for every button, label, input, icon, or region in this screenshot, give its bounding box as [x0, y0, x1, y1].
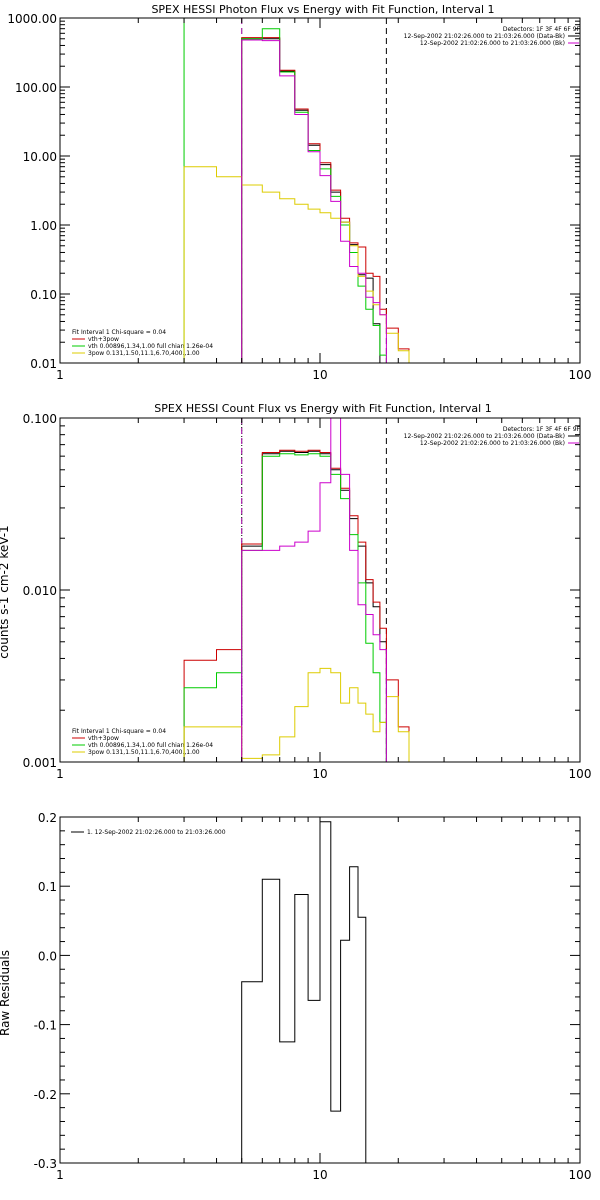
y-tick-label: 0.1 [38, 880, 57, 894]
photon-flux-chart: SPEX HESSI Photon Flux vs Energy with Fi… [7, 3, 591, 382]
x-tick-label: 1 [56, 1168, 64, 1182]
time-legend-data: 12-Sep-2002 21:02:26.000 to 21:03:26.000… [404, 33, 565, 40]
y-tick-label: 1.00 [30, 219, 57, 233]
axes [59, 816, 581, 1164]
y-tick-label: 0.010 [23, 584, 57, 598]
detectors-label: Detectors: 1F 3F 4F 6F 9F [503, 26, 581, 33]
time-legend-bk: 12-Sep-2002 21:02:26.000 to 21:03:26.000… [420, 440, 565, 447]
y-tick-label: -0.3 [34, 1157, 57, 1171]
y-axis-label: counts s-1 cm-2 keV-1 [0, 525, 11, 658]
axes [59, 18, 581, 364]
x-tick-label: 1 [56, 368, 64, 382]
residual-legend: 1. 12-Sep-2002 21:02:26.000 to 21:03:26.… [87, 829, 226, 836]
fit-legend-total: vth+3pow [88, 336, 119, 343]
series-1-histogram [241, 37, 410, 363]
time-legend-data: 12-Sep-2002 21:02:26.000 to 21:03:26.000… [404, 433, 565, 440]
plot-area [241, 821, 387, 1163]
y-tick-label: 0.01 [30, 357, 57, 371]
y-tick-label: 0.10 [30, 288, 57, 302]
series-4-histogram [241, 418, 387, 762]
series-4-histogram [241, 39, 387, 363]
fit-legend-chisq: Fit Interval 1 Chi-square = 0.04 [72, 329, 166, 336]
fit-legend-3pow: 3pow 0.131,1.50,11.1,6.70,400.,1.00 [88, 350, 200, 357]
x-tick-label: 1 [56, 767, 64, 781]
y-tick-label: -0.1 [34, 1019, 57, 1033]
y-tick-label: 1000.00 [7, 12, 57, 26]
chart-title: SPEX HESSI Count Flux vs Energy with Fit… [154, 402, 491, 415]
series-0-histogram [241, 821, 387, 1163]
residuals-chart: Raw Residuals 1. 12-Sep-2002 21:02:26.00… [0, 811, 592, 1182]
fit-legend-3pow: 3pow 0.131,1.50,11.1,6.70,400.,1.00 [88, 749, 200, 756]
y-tick-label: 0.2 [38, 811, 57, 825]
x-tick-label: 10 [312, 767, 327, 781]
fit-legend-total: vth+3pow [88, 735, 119, 742]
detectors-label: Detectors: 1F 3F 4F 6F 9F [503, 426, 581, 433]
x-tick-label: 10 [312, 1168, 327, 1182]
count-flux-chart: SPEX HESSI Count Flux vs Energy with Fit… [0, 402, 591, 781]
x-tick-label: 10 [312, 368, 327, 382]
series-3-histogram [183, 667, 410, 762]
y-tick-label: 10.00 [23, 150, 57, 164]
x-tick-label: 100 [569, 767, 592, 781]
plot-area [183, 18, 410, 363]
chart-title: SPEX HESSI Photon Flux vs Energy with Fi… [151, 3, 494, 16]
fit-legend-vth: vth 0.00896,1.34,1.00 full chian 1.26e-0… [88, 742, 213, 749]
fit-legend-chisq: Fit Interval 1 Chi-square = 0.04 [72, 728, 166, 735]
plot-area [183, 418, 410, 762]
series-1-histogram [183, 449, 410, 762]
y-tick-label: -0.2 [34, 1088, 57, 1102]
time-legend-bk: 12-Sep-2002 21:02:26.000 to 21:03:26.000… [420, 40, 565, 47]
x-tick-label: 100 [569, 368, 592, 382]
x-tick-label: 100 [569, 1168, 592, 1182]
y-tick-label: 0.100 [23, 412, 57, 426]
axes [59, 418, 581, 763]
y-tick-label: 0.0 [38, 949, 57, 963]
y-tick-label: 0.001 [23, 756, 57, 770]
y-tick-label: 100.00 [15, 81, 57, 95]
y-axis-label: Raw Residuals [0, 950, 12, 1036]
fit-legend-vth: vth 0.00896,1.34,1.00 full chian 1.26e-0… [88, 343, 213, 350]
